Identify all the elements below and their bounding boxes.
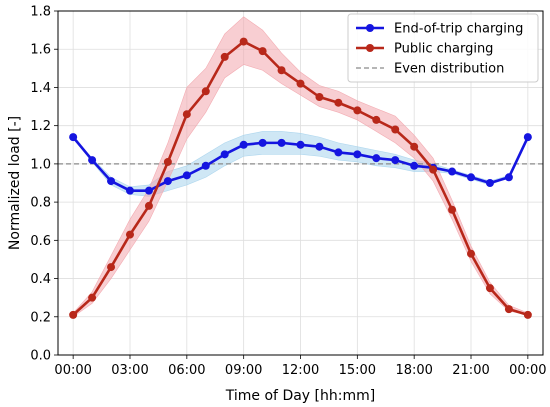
data-point-series-0 (296, 140, 305, 149)
data-point-series-1 (391, 125, 400, 134)
data-point-series-1 (429, 165, 438, 174)
data-point-series-1 (448, 205, 457, 214)
data-point-series-0 (467, 173, 476, 182)
data-point-series-1 (372, 115, 381, 124)
x-tick-label: 03:00 (111, 363, 148, 378)
series-layer (69, 37, 532, 319)
y-tick-label: 0.4 (30, 272, 51, 287)
x-axis-label: Time of Day [hh:mm] (225, 388, 375, 404)
data-point-series-1 (182, 110, 191, 119)
data-point-series-1 (467, 249, 476, 258)
data-point-series-1 (334, 98, 343, 107)
data-point-series-0 (107, 177, 116, 186)
data-point-series-0 (258, 138, 267, 147)
data-point-series-0 (144, 186, 153, 195)
data-point-series-1 (107, 263, 116, 272)
data-point-series-0 (504, 173, 513, 182)
data-point-series-0 (485, 179, 494, 187)
x-tick-label: 15:00 (339, 363, 376, 378)
data-point-series-0 (391, 156, 400, 165)
data-point-series-0 (182, 171, 191, 180)
data-point-series-1 (125, 230, 134, 239)
data-point-series-1 (258, 47, 267, 56)
legend-label: Public charging (394, 42, 493, 57)
data-point-series-1 (277, 66, 286, 75)
y-axis: 0.0 0.2 0.4 0.6 0.8 1.0 1.2 1.4 1.6 1.8 (30, 5, 58, 364)
legend-marker (366, 24, 374, 32)
y-tick-label: 0.2 (30, 310, 51, 325)
data-point-series-1 (69, 310, 78, 319)
data-point-series-1 (201, 87, 210, 96)
data-point-series-1 (410, 142, 419, 151)
x-tick-label: 18:00 (395, 363, 432, 378)
x-tick-label: 09:00 (225, 363, 262, 378)
data-point-series-1 (485, 284, 494, 293)
x-axis: 00:00 03:00 06:00 09:00 12:00 15:00 18:00 21:00… (54, 355, 547, 378)
data-point-series-0 (448, 167, 457, 176)
y-tick-label: 1.8 (30, 5, 51, 20)
legend-marker (366, 44, 374, 52)
x-tick-label: 00:00 (509, 363, 546, 378)
data-point-series-0 (372, 154, 381, 163)
data-point-series-1 (296, 79, 305, 88)
data-point-series-1 (353, 106, 362, 115)
data-point-series-1 (315, 93, 324, 101)
data-point-series-0 (69, 133, 78, 142)
y-tick-label: 0.8 (30, 196, 51, 211)
data-point-series-1 (88, 293, 97, 302)
data-point-series-1 (163, 157, 172, 166)
data-point-series-0 (353, 150, 362, 159)
data-point-series-0 (277, 138, 286, 147)
data-point-series-0 (163, 177, 172, 186)
legend: End-of-trip charging Public charging Even … (347, 13, 539, 83)
y-axis-label: Normalized load [-] (7, 116, 23, 250)
y-tick-label: 0.6 (30, 234, 51, 249)
y-tick-label: 1.6 (30, 43, 51, 58)
data-point-series-0 (201, 161, 210, 170)
data-point-series-0 (88, 156, 97, 165)
y-tick-label: 0.0 (30, 349, 51, 364)
y-tick-label: 1.0 (30, 157, 51, 172)
x-tick-label: 21:00 (452, 363, 489, 378)
data-point-series-1 (239, 37, 248, 46)
data-point-series-0 (220, 150, 229, 159)
data-point-series-0 (410, 161, 419, 170)
data-point-series-1 (220, 52, 229, 61)
data-point-series-1 (144, 201, 153, 210)
x-tick-label: 06:00 (168, 363, 205, 378)
data-point-series-0 (239, 140, 248, 149)
legend-label: End-of-trip charging (394, 22, 523, 37)
data-point-series-0 (315, 142, 324, 151)
y-tick-label: 1.4 (30, 81, 51, 96)
x-tick-label: 12:00 (282, 363, 319, 378)
legend-label: Even distribution (394, 62, 504, 77)
legend-box (347, 13, 539, 83)
y-tick-label: 1.2 (30, 119, 51, 134)
data-point-series-0 (334, 148, 343, 157)
data-point-series-0 (523, 133, 532, 142)
data-point-series-0 (125, 186, 134, 195)
x-tick-label: 00:00 (54, 363, 91, 378)
data-point-series-1 (523, 310, 532, 319)
data-point-series-1 (504, 305, 513, 314)
